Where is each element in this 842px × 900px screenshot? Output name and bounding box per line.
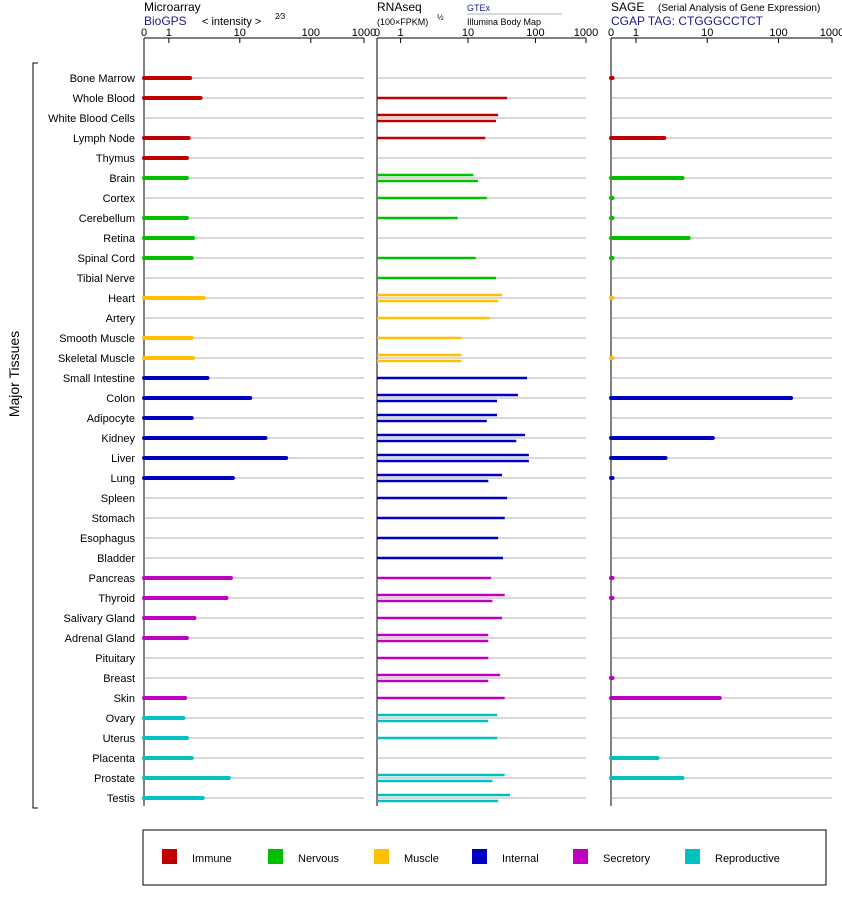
tissue-label: Small Intestine (63, 373, 135, 385)
legend-label-reproductive: Reproductive (715, 853, 780, 865)
tissue-label: White Blood Cells (48, 113, 135, 125)
tissue-label: Cortex (103, 193, 136, 205)
legend-label-internal: Internal (502, 853, 539, 865)
tissue-label: Adipocyte (87, 413, 135, 425)
tissue-label: Adrenal Gland (65, 633, 135, 645)
tissue-label: Testis (107, 793, 136, 805)
x-tick-label: 10 (701, 27, 713, 39)
panel-subtitle-biogps[interactable]: BioGPS (144, 14, 187, 28)
panel-title-microarray: Microarray (144, 0, 201, 14)
tissue-label: Skeletal Muscle (58, 353, 135, 365)
legend-swatch-internal (472, 849, 487, 864)
tissue-label: Placenta (92, 753, 136, 765)
rnaseq-unit-exponent: ½ (437, 13, 444, 22)
tissue-label: Thyroid (98, 593, 135, 605)
x-tick-label: 1 (633, 27, 639, 39)
panel-title-sage: SAGE (611, 0, 644, 14)
tissue-label: Smooth Muscle (59, 333, 135, 345)
tissue-label: Skin (114, 693, 135, 705)
x-tick-label: 100 (526, 27, 544, 39)
legend-label-secretory: Secretory (603, 853, 651, 865)
x-tick-label: 1000 (820, 27, 842, 39)
legend-swatch-immune (162, 849, 177, 864)
cgap-tag-link[interactable]: CGAP TAG: CTGGGCCTCT (611, 14, 764, 28)
tissue-label: Bone Marrow (70, 73, 135, 85)
tissue-label: Salivary Gland (63, 613, 135, 625)
tissue-label: Lymph Node (73, 133, 135, 145)
legend-swatch-secretory (573, 849, 588, 864)
tissue-label: Spleen (101, 493, 135, 505)
legend-label-nervous: Nervous (298, 853, 339, 865)
tissue-label: Prostate (94, 773, 135, 785)
tissue-label: Retina (103, 233, 136, 245)
x-tick-label: 1000 (352, 27, 376, 39)
tissue-label: Ovary (106, 713, 136, 725)
tissue-label: Whole Blood (73, 93, 135, 105)
tissue-label: Kidney (101, 433, 135, 445)
x-tick-label: 0 (141, 27, 147, 39)
sage-note: (Serial Analysis of Gene Expression) (658, 3, 820, 14)
tissue-label: Breast (103, 673, 135, 685)
tissue-label: Colon (106, 393, 135, 405)
tissue-label: Heart (108, 293, 135, 305)
tissue-label: Cerebellum (79, 213, 135, 225)
y-group-label: Major Tissues (6, 331, 22, 417)
x-tick-label: 1 (166, 27, 172, 39)
tissue-label: Artery (106, 313, 136, 325)
x-tick-label: 100 (769, 27, 787, 39)
x-tick-label: 10 (462, 27, 474, 39)
tissue-label: Bladder (97, 553, 135, 565)
tissue-label: Liver (111, 453, 135, 465)
legend-swatch-reproductive (685, 849, 700, 864)
rnaseq-unit: (100×FPKM) (377, 17, 428, 27)
tissue-label: Esophagus (80, 533, 136, 545)
tissue-label: Uterus (103, 733, 136, 745)
intensity-exponent: 2⁄3 (275, 12, 286, 21)
gtex-link[interactable]: GTEx (467, 3, 491, 13)
tissue-label: Brain (109, 173, 135, 185)
legend-label-muscle: Muscle (404, 853, 439, 865)
tissue-label: Tibial Nerve (77, 273, 135, 285)
tissue-label: Lung (111, 473, 135, 485)
legend-swatch-nervous (268, 849, 283, 864)
x-tick-label: 1000 (574, 27, 598, 39)
tissue-label: Pituitary (95, 653, 135, 665)
x-tick-label: 0 (608, 27, 614, 39)
tissue-label: Pancreas (89, 573, 136, 585)
x-tick-label: 0 (374, 27, 380, 39)
legend-label-immune: Immune (192, 853, 232, 865)
x-tick-label: 100 (302, 27, 320, 39)
illumina-body-map-label: Illumina Body Map (467, 17, 541, 27)
tissue-label: Stomach (92, 513, 135, 525)
tissue-group-bracket (32, 62, 38, 809)
panel-title-rnaseq: RNAseq (377, 0, 422, 14)
x-tick-label: 1 (398, 27, 404, 39)
legend-swatch-muscle (374, 849, 389, 864)
intensity-note: < intensity > (202, 16, 261, 28)
tissue-label: Spinal Cord (78, 253, 135, 265)
tissue-label: Thymus (96, 153, 136, 165)
x-tick-label: 10 (234, 27, 246, 39)
